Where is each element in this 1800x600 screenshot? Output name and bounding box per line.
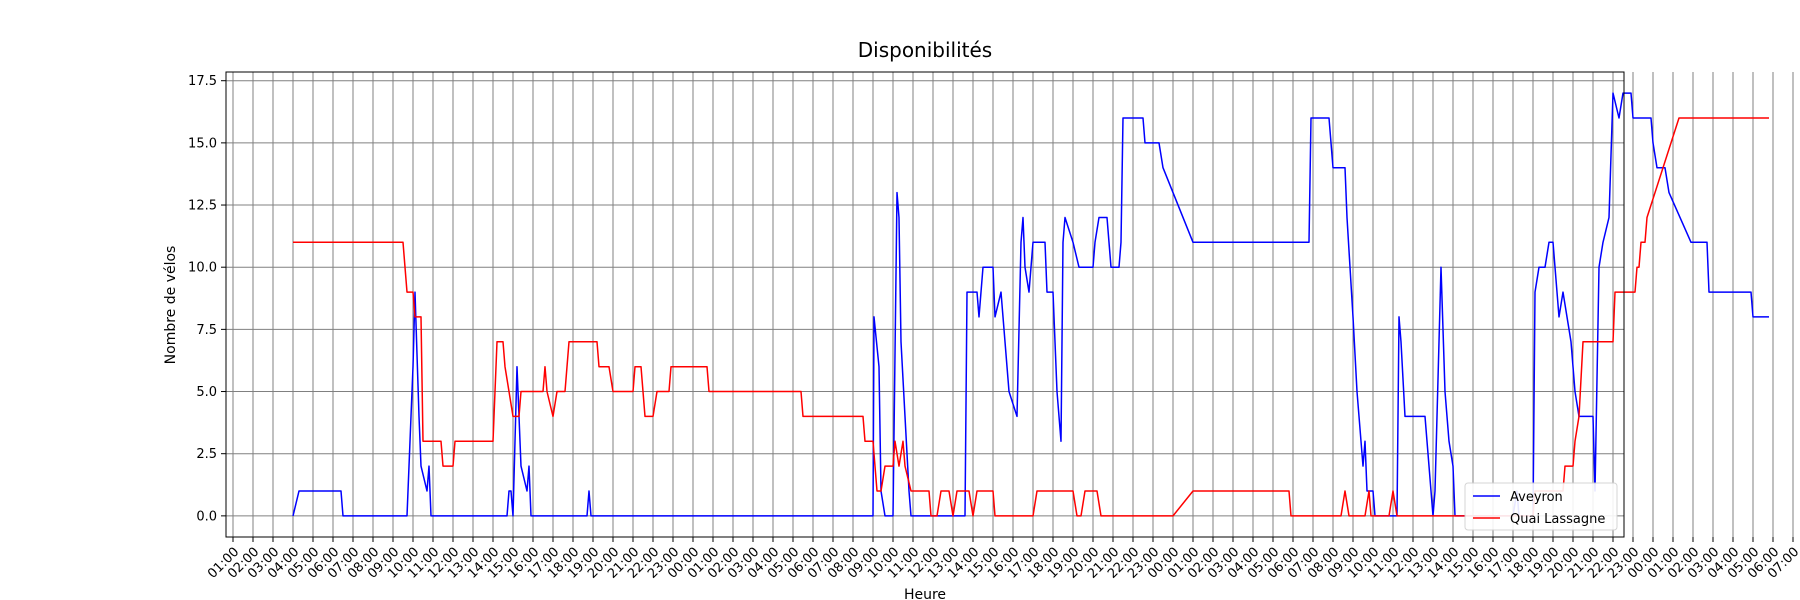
y-tick-label: 12.5 (188, 199, 217, 214)
y-tick-label: 2.5 (196, 447, 217, 462)
y-tick-label: 10.0 (188, 261, 217, 276)
legend: Aveyron Quai Lassagne (1464, 482, 1618, 531)
y-tick-label: 17.5 (188, 74, 217, 89)
y-axis: 0.0 2.5 5.0 7.5 10.0 12.5 15.0 17.5 (188, 74, 226, 524)
y-tick-label: 5.0 (196, 385, 217, 400)
x-axis: 01:0002:0003:0004:0005:0006:0007:0008:00… (205, 537, 1800, 582)
x-axis-label: Heure (904, 587, 946, 600)
legend-label-aveyron: Aveyron (1510, 490, 1563, 505)
series-layer (292, 92, 1769, 517)
y-axis-label: Nombre de vélos (163, 246, 179, 365)
chart-title: Disponibilités (858, 38, 992, 62)
chart-grid (226, 72, 1794, 537)
legend-box (1464, 482, 1618, 531)
y-tick-label: 15.0 (188, 136, 217, 151)
y-tick-label: 0.0 (196, 509, 217, 524)
legend-label-quai-lassagne: Quai Lassagne (1510, 512, 1605, 527)
series-line-aveyron (292, 92, 1769, 517)
y-tick-label: 7.5 (196, 323, 217, 338)
plot-area (225, 71, 1625, 538)
